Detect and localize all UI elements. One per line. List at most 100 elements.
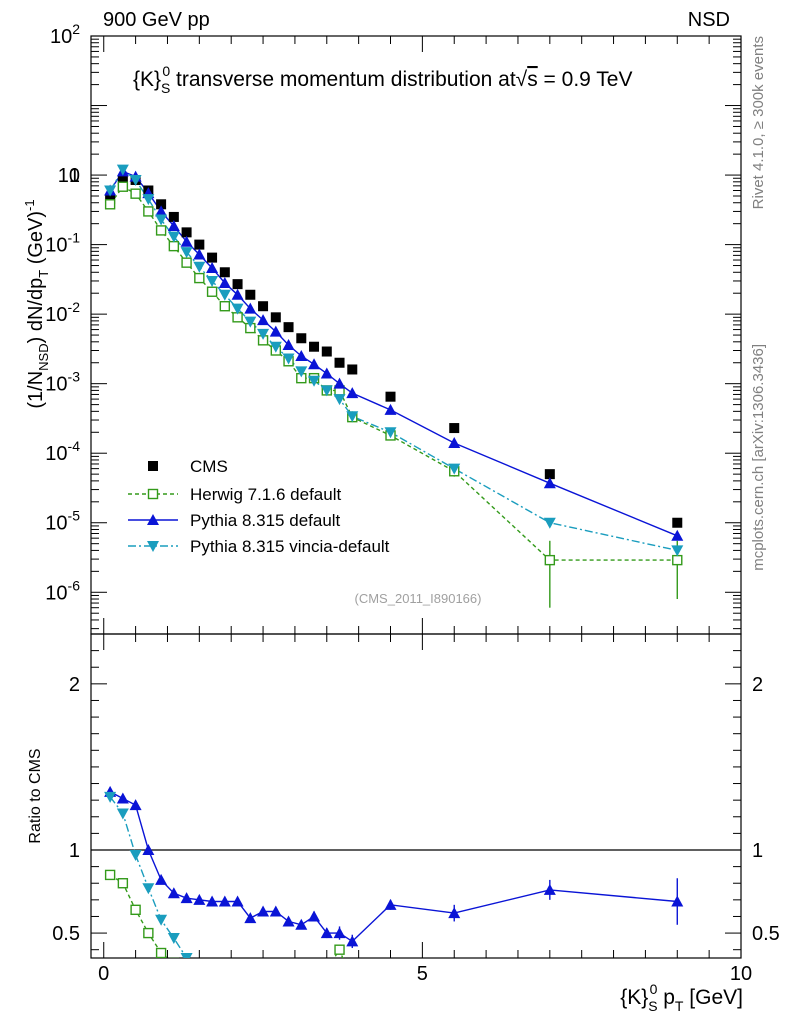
data-point <box>384 427 397 439</box>
ratio-point <box>295 918 308 930</box>
ratio-y-tick-label-right: 1 <box>752 840 763 862</box>
data-point <box>257 314 270 326</box>
data-point <box>180 247 193 259</box>
ratio-point <box>543 883 556 895</box>
data-point <box>321 346 332 357</box>
data-point <box>193 261 206 273</box>
ratio-point <box>155 873 168 885</box>
ratio-point <box>104 791 117 803</box>
ratio-point <box>129 799 142 811</box>
ratio-point <box>282 915 295 927</box>
header-left: 900 GeV pp <box>103 9 210 31</box>
analysis-id: (CMS_2011_I890166) <box>355 591 482 606</box>
legend-label: CMS <box>190 457 228 476</box>
ratio-line <box>109 796 188 958</box>
legend-label: Herwig 7.1.6 default <box>190 485 341 504</box>
data-point <box>155 205 168 217</box>
main-frame <box>90 35 742 635</box>
data-point <box>258 301 269 312</box>
data-point <box>346 411 359 423</box>
data-point <box>295 366 308 378</box>
legend-marker <box>147 514 159 525</box>
data-point <box>129 174 142 186</box>
data-point <box>104 185 117 197</box>
data-point <box>218 277 231 289</box>
data-point <box>320 367 333 379</box>
data-point <box>155 225 167 236</box>
ratio-point <box>155 914 168 926</box>
data-point <box>206 275 219 287</box>
data-point <box>130 188 141 199</box>
data-point <box>320 385 333 397</box>
legend-label: Pythia 8.315 vincia-default <box>190 537 390 556</box>
data-point <box>449 423 460 434</box>
y-tick-label: 1 <box>69 165 80 187</box>
ratio-point <box>104 869 116 881</box>
ratio-point <box>117 878 129 889</box>
data-point <box>543 517 556 529</box>
ratio-point <box>231 895 244 907</box>
ratio-point <box>671 895 684 907</box>
data-point <box>308 375 321 387</box>
y-tick-label: 10-3 <box>45 369 80 396</box>
data-point <box>334 357 345 368</box>
data-point <box>207 252 218 263</box>
ratio-point <box>384 898 397 910</box>
ratio-point <box>269 905 282 917</box>
ratio-point <box>167 887 180 899</box>
data-point <box>282 338 295 350</box>
y-tick-label: 10-1 <box>45 230 80 257</box>
header-right: NSD <box>688 9 730 31</box>
ratio-point <box>206 895 219 907</box>
data-point <box>168 211 179 222</box>
ratio-point <box>346 935 359 947</box>
legend-marker <box>147 541 159 552</box>
ratio-point <box>142 844 155 855</box>
ratio-point <box>448 907 461 919</box>
data-point <box>672 554 683 566</box>
data-point <box>168 240 180 252</box>
ratio-point <box>257 905 270 917</box>
data-point <box>282 353 295 365</box>
data-point <box>244 316 257 328</box>
y-tick-label: 102 <box>50 21 80 48</box>
data-point <box>232 279 243 290</box>
ratio-point <box>320 927 333 939</box>
data-point <box>333 394 346 406</box>
data-point <box>219 301 231 312</box>
data-point <box>309 341 320 352</box>
legend-marker <box>147 488 159 500</box>
data-point <box>194 239 205 250</box>
data-point <box>142 194 155 206</box>
y-tick-label: 10-6 <box>45 577 80 604</box>
ratio-point <box>116 808 129 820</box>
data-point <box>296 333 307 344</box>
data-point <box>181 257 192 268</box>
data-point <box>384 403 397 415</box>
data-point <box>283 322 294 333</box>
ratio-y-tick-label-right: 2 <box>752 674 763 696</box>
data-point <box>269 325 282 337</box>
data-point <box>543 477 556 489</box>
ratio-point <box>333 927 346 939</box>
data-point <box>346 387 359 399</box>
data-point <box>308 358 321 370</box>
ratio-panel: 0 5 10 2 2 1 1 0.5 0.5 <box>52 633 780 985</box>
ratio-point <box>180 953 193 958</box>
data-point <box>181 227 192 238</box>
x-axis-label: {K}S0 pT [GeV] <box>620 981 743 1014</box>
data-point <box>333 377 346 389</box>
data-point <box>544 469 555 480</box>
side-text-top: Rivet 4.1.0, ≥ 300k events <box>750 36 767 209</box>
data-point <box>347 364 358 375</box>
ratio-point <box>116 792 129 804</box>
y-tick-label: 10-4 <box>45 438 80 465</box>
legend-label: Pythia 8.315 default <box>190 511 341 530</box>
data-point <box>270 312 281 323</box>
data-point <box>117 174 128 185</box>
data-point <box>193 248 206 260</box>
data-point <box>194 272 205 284</box>
data-point <box>231 288 244 300</box>
